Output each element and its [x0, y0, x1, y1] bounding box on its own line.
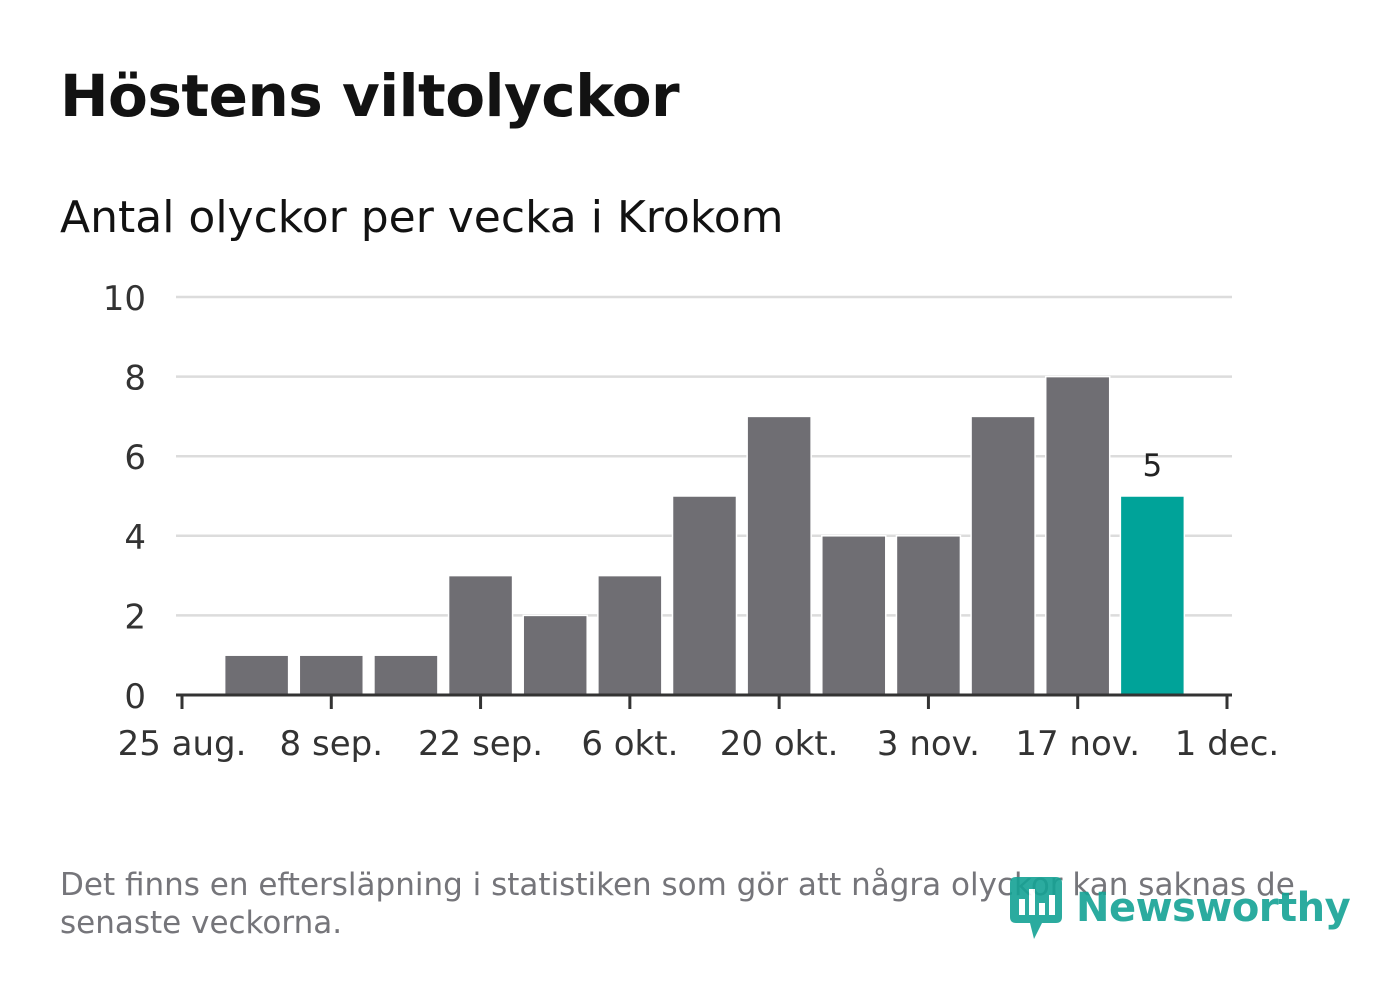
x-axis: 25 aug. 8 sep. 22 sep. 6 okt. 20 okt. 3 nov. 1… — [118, 693, 1279, 764]
y-tick-label-8: 8 — [124, 359, 146, 399]
data-labels: 5 — [1142, 448, 1162, 484]
bar-10 — [895, 535, 962, 696]
x-tick-label-4: 6 okt. — [581, 724, 678, 764]
x-tick-label-3: 22 sep. — [418, 724, 543, 764]
x-tick-label-8: 1 dec. — [1175, 724, 1279, 764]
bar-8 — [746, 415, 812, 696]
newsworthy-logo: Newsworthy — [1010, 876, 1351, 940]
bar-13 — [1119, 495, 1186, 696]
bar-7 — [671, 495, 738, 696]
bar-11 — [970, 415, 1036, 696]
bar-chart: 25 aug. 8 sep. 22 sep. 6 okt. 20 okt. 3 nov. 1… — [103, 279, 1279, 764]
bar-12 — [1044, 375, 1111, 696]
bars — [223, 375, 1186, 696]
x-tick-label-7: 17 nov. — [1015, 724, 1140, 764]
bar-3 — [373, 654, 439, 696]
x-tick-label-5: 20 okt. — [720, 724, 839, 764]
y-axis-labels: 0 2 4 6 8 10 — [103, 279, 146, 717]
footnote: Det finns en eftersläpning i statistiken… — [60, 867, 1295, 941]
y-tick-label-2: 2 — [124, 597, 146, 637]
x-tick-label-6: 3 nov. — [877, 724, 980, 764]
y-tick-label-4: 4 — [124, 518, 146, 558]
chart-title: Höstens viltolyckor — [60, 62, 680, 130]
newsworthy-logo-icon — [1010, 877, 1062, 939]
bar-1 — [223, 654, 290, 696]
bar-6 — [597, 574, 663, 696]
x-tick-label-1: 25 aug. — [118, 724, 247, 764]
bar-5 — [522, 614, 588, 696]
bar-2 — [298, 654, 365, 696]
x-tick-label-2: 8 sep. — [280, 724, 383, 764]
y-tick-label-10: 10 — [103, 279, 146, 319]
bar-4 — [447, 574, 514, 696]
chart-subtitle: Antal olyckor per vecka i Krokom — [60, 192, 784, 243]
y-tick-label-6: 6 — [124, 438, 146, 478]
bar-value-label: 5 — [1142, 448, 1162, 484]
bar-9 — [821, 535, 887, 696]
y-tick-label-0: 0 — [124, 677, 146, 717]
newsworthy-logo-text: Newsworthy — [1076, 885, 1351, 931]
